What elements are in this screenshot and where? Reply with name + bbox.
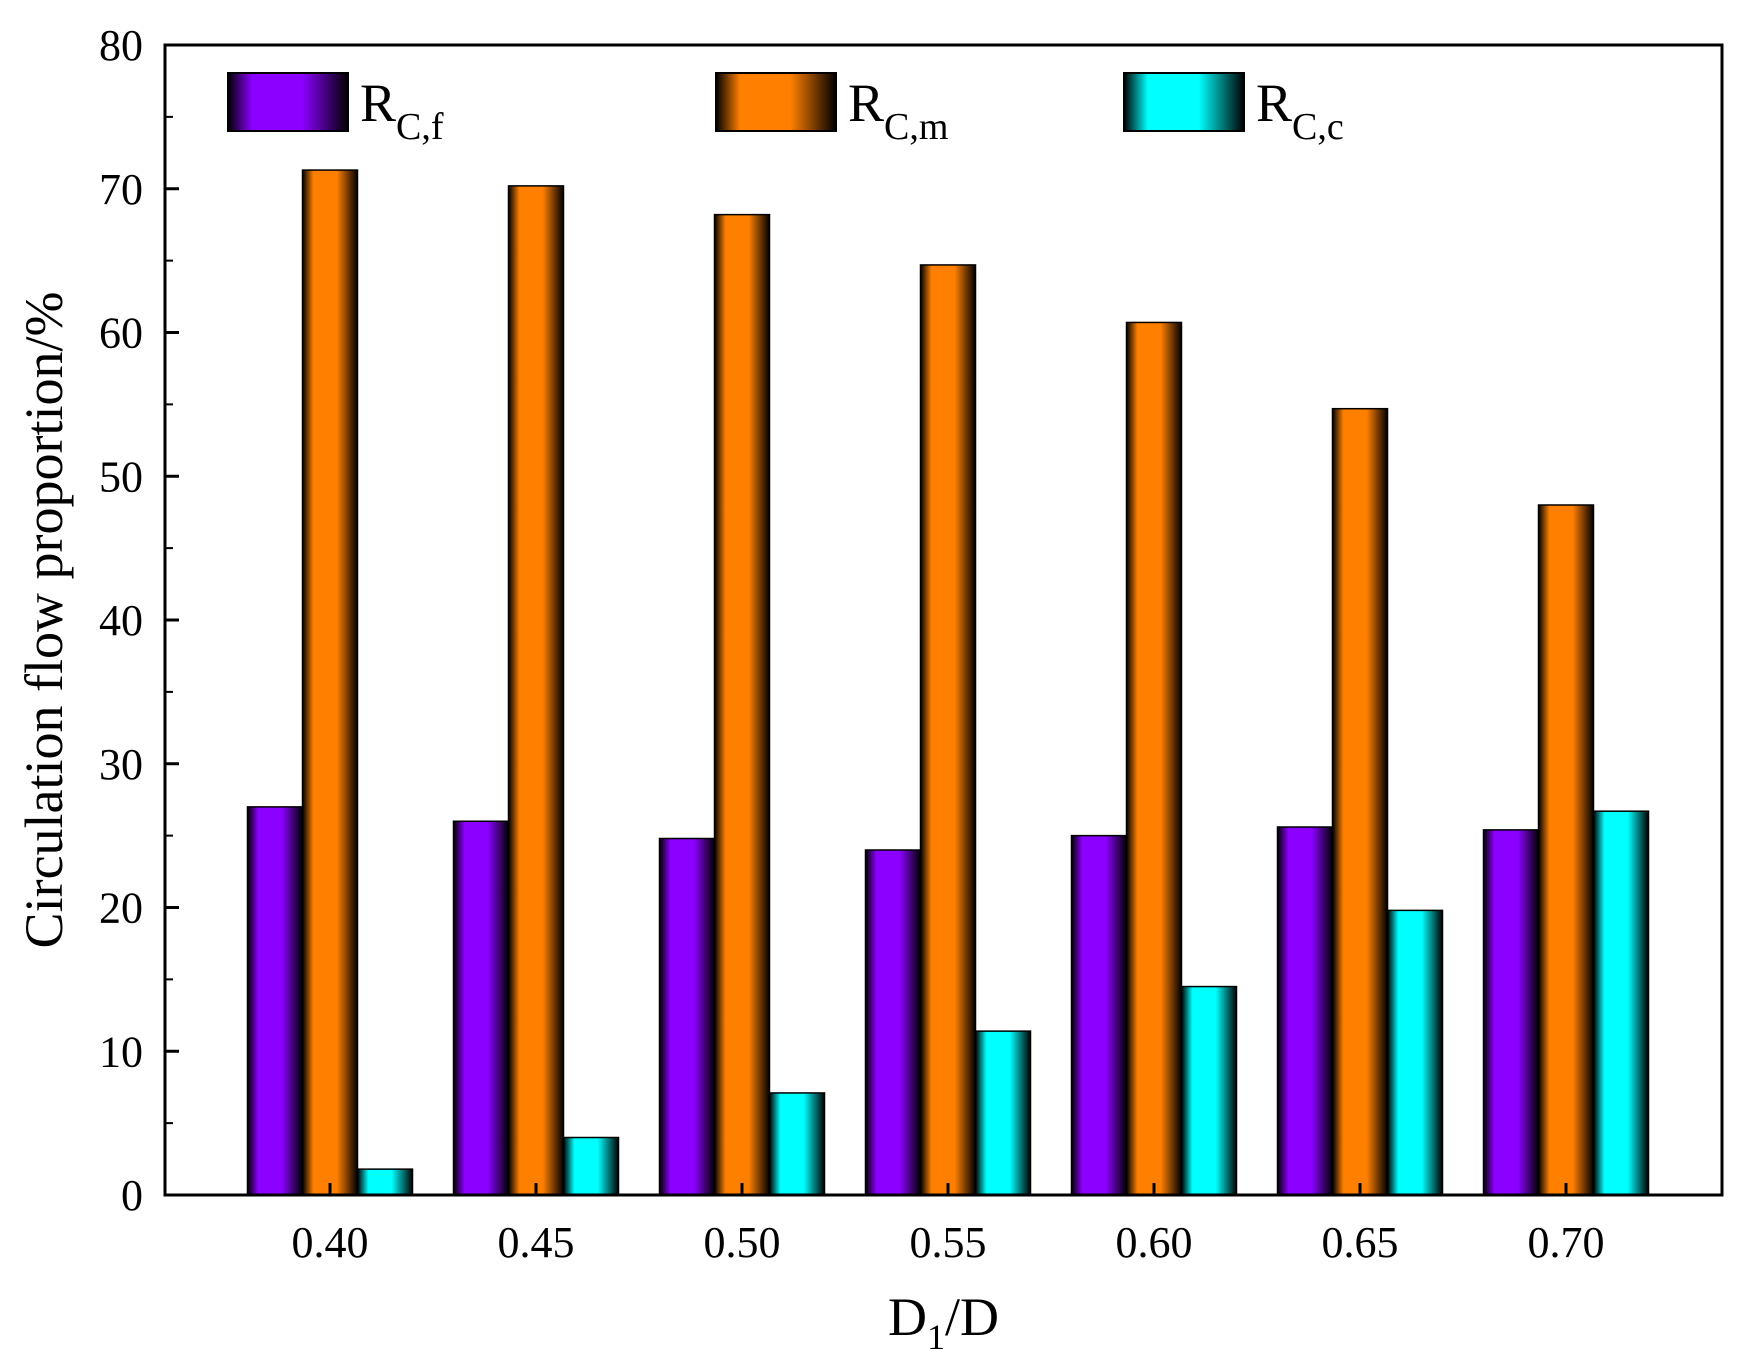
bar-rc-c-0.40 (356, 1168, 414, 1196)
bar-rc-f-0.60 (1070, 834, 1128, 1196)
y-tick-label: 30 (99, 740, 143, 789)
x-axis-title: D1/D (888, 1287, 999, 1357)
bar-rc-c-0.50 (768, 1092, 826, 1196)
bar-rc-f-0.55 (864, 849, 922, 1196)
bar-rc-f-0.45 (452, 820, 510, 1196)
legend: RC,f RC,m RC,c (227, 72, 1344, 148)
x-tick-label: 0.40 (292, 1218, 369, 1267)
bar-rc-m-0.55 (919, 264, 977, 1196)
y-tick-label: 50 (99, 452, 143, 501)
y-axis-title: Circulation flow proportion/% (14, 292, 74, 949)
x-tick-label: 0.65 (1322, 1218, 1399, 1267)
bar-rc-f-0.70 (1482, 829, 1540, 1196)
legend-swatch-1 (715, 72, 837, 132)
bar-rc-c-0.65 (1386, 909, 1444, 1196)
y-tick-label: 40 (99, 596, 143, 645)
x-tick-label: 0.45 (498, 1218, 575, 1267)
bar-rc-m-0.65 (1331, 407, 1389, 1196)
y-tick-label: 0 (121, 1171, 143, 1220)
bar-rc-m-0.70 (1537, 504, 1595, 1196)
legend-label-1: RC,m (848, 73, 948, 148)
legend-label-0: RC,f (360, 73, 444, 148)
x-tick-label: 0.55 (910, 1218, 987, 1267)
axes-layer: 0.40 0.45 0.50 0.55 0.60 0.65 0.70 0 10 20 30 40 50 6… (14, 21, 1724, 1357)
bar-rc-f-0.40 (246, 806, 304, 1196)
legend-label-2: RC,c (1256, 73, 1344, 148)
bar-rc-c-0.55 (974, 1030, 1032, 1196)
x-tick-label: 0.50 (704, 1218, 781, 1267)
bar-rc-f-0.65 (1276, 826, 1334, 1196)
bar-rc-m-0.60 (1125, 321, 1183, 1196)
x-tick-label: 0.70 (1528, 1218, 1605, 1267)
bar-rc-c-0.70 (1592, 810, 1650, 1196)
bar-rc-c-0.60 (1180, 985, 1238, 1196)
bar-rc-m-0.45 (507, 185, 565, 1196)
y-tick-label: 10 (99, 1027, 143, 1076)
x-tick-label: 0.60 (1116, 1218, 1193, 1267)
y-tick-label: 20 (99, 884, 143, 933)
legend-swatch-2 (1123, 72, 1245, 132)
bar-rc-f-0.50 (658, 837, 716, 1196)
y-tick-label: 70 (99, 165, 143, 214)
bar-rc-m-0.40 (301, 169, 359, 1196)
legend-swatch-0 (227, 72, 349, 132)
y-tick-label: 80 (99, 21, 143, 70)
bar-rc-m-0.50 (713, 213, 771, 1196)
y-tick-label: 60 (99, 309, 143, 358)
bar-rc-c-0.45 (562, 1136, 620, 1196)
bars-layer (246, 169, 1650, 1196)
